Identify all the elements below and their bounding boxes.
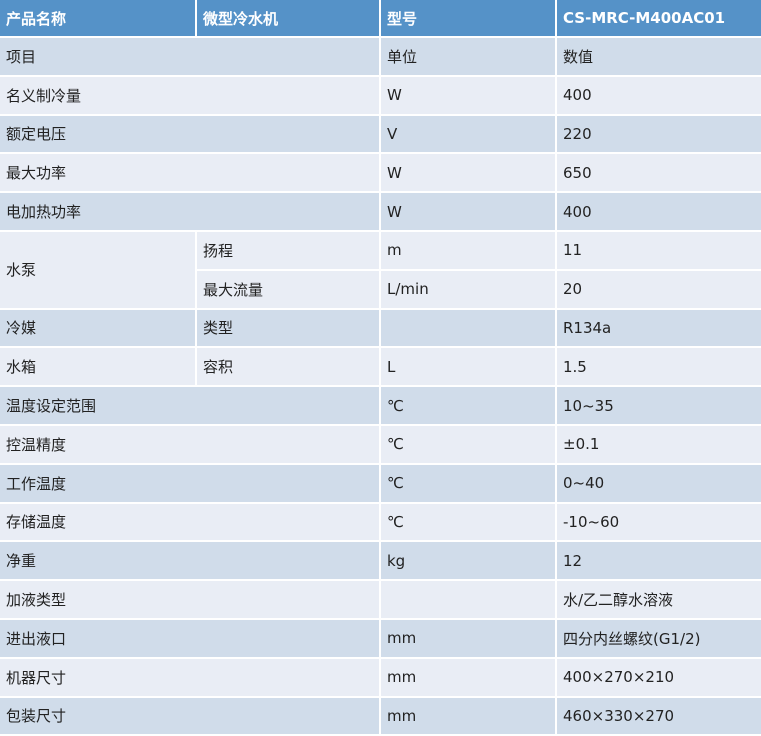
table-row: 工作温度 ℃ 0~40 [0,464,761,502]
sub-item-cell: 容积 [197,348,379,386]
table-row: 冷媒 类型 R134a [0,309,761,347]
value-cell: 四分内丝螺纹(G1/2) [557,619,761,657]
item-cell: 净重 [0,542,379,580]
table-row: 温度设定范围 ℃ 10~35 [0,387,761,424]
item-cell: 水泵 [0,231,195,308]
unit-cell: mm [381,619,555,657]
value-cell: 400 [557,193,761,230]
unit-cell: 单位 [381,38,555,75]
table-row: 机器尺寸 mm 400×270×210 [0,658,761,696]
sub-item-cell: 类型 [197,309,379,347]
value-cell: 12 [557,542,761,580]
value-cell: 20 [557,270,761,308]
unit-cell: L [381,348,555,386]
item-cell: 进出液口 [0,619,379,657]
unit-cell: L/min [381,270,555,308]
value-cell: 400×270×210 [557,658,761,696]
table-row: 项目 单位 数值 [0,38,761,75]
unit-cell [381,309,555,347]
item-cell: 名义制冷量 [0,76,379,114]
item-cell: 包装尺寸 [0,697,379,735]
table-row: 控温精度 ℃ ±0.1 [0,425,761,463]
value-cell: R134a [557,309,761,347]
value-cell: 400 [557,76,761,114]
item-cell: 额定电压 [0,115,379,153]
item-cell: 项目 [0,38,379,75]
unit-cell: kg [381,542,555,580]
unit-cell: V [381,115,555,153]
unit-cell: ℃ [381,425,555,463]
value-cell: 460×330×270 [557,697,761,735]
item-cell: 水箱 [0,348,195,386]
product-label: 产品名称 [0,0,195,36]
unit-cell: W [381,76,555,114]
item-cell: 温度设定范围 [0,387,379,424]
table-row: 名义制冷量 W 400 [0,76,761,114]
table-row: 最大功率 W 650 [0,154,761,192]
product-value: 微型冷水机 [197,0,379,36]
item-cell: 机器尺寸 [0,658,379,696]
item-cell: 电加热功率 [0,193,379,230]
sub-item-cell: 扬程 [197,231,379,269]
table-row: 额定电压 V 220 [0,115,761,153]
value-cell: 数值 [557,38,761,75]
table-row: 进出液口 mm 四分内丝螺纹(G1/2) [0,619,761,657]
item-cell: 最大功率 [0,154,379,192]
table-row: 水箱 容积 L 1.5 [0,348,761,386]
table-row: 最大流量 L/min 20 [0,270,761,308]
model-value: CS-MRC-M400AC01 [557,0,761,36]
table-row: 水泵 扬程 m 11 [0,231,761,308]
value-cell: 1.5 [557,348,761,386]
value-cell: 水/乙二醇水溶液 [557,581,761,618]
sub-item-cell: 最大流量 [197,270,379,308]
unit-cell: mm [381,697,555,735]
table-row: 电加热功率 W 400 [0,193,761,230]
table-row: 净重 kg 12 [0,542,761,580]
model-label: 型号 [381,0,555,36]
value-cell: 650 [557,154,761,192]
item-cell: 加液类型 [0,581,379,618]
unit-cell: m [381,231,555,269]
value-cell: 11 [557,231,761,269]
unit-cell [381,581,555,618]
unit-cell: ℃ [381,464,555,502]
unit-cell: W [381,193,555,230]
value-cell: 0~40 [557,464,761,502]
unit-cell: W [381,154,555,192]
table-row: 包装尺寸 mm 460×330×270 [0,697,761,735]
item-cell: 存储温度 [0,503,379,541]
item-cell: 工作温度 [0,464,379,502]
header-row: 产品名称 微型冷水机 型号 CS-MRC-M400AC01 [0,0,761,36]
value-cell: 220 [557,115,761,153]
item-cell: 冷媒 [0,309,195,347]
value-cell: ±0.1 [557,425,761,463]
unit-cell: ℃ [381,387,555,424]
item-cell: 控温精度 [0,425,379,463]
unit-cell: mm [381,658,555,696]
value-cell: -10~60 [557,503,761,541]
table-row: 加液类型 水/乙二醇水溶液 [0,581,761,618]
value-cell: 10~35 [557,387,761,424]
unit-cell: ℃ [381,503,555,541]
table-row: 存储温度 ℃ -10~60 [0,503,761,541]
